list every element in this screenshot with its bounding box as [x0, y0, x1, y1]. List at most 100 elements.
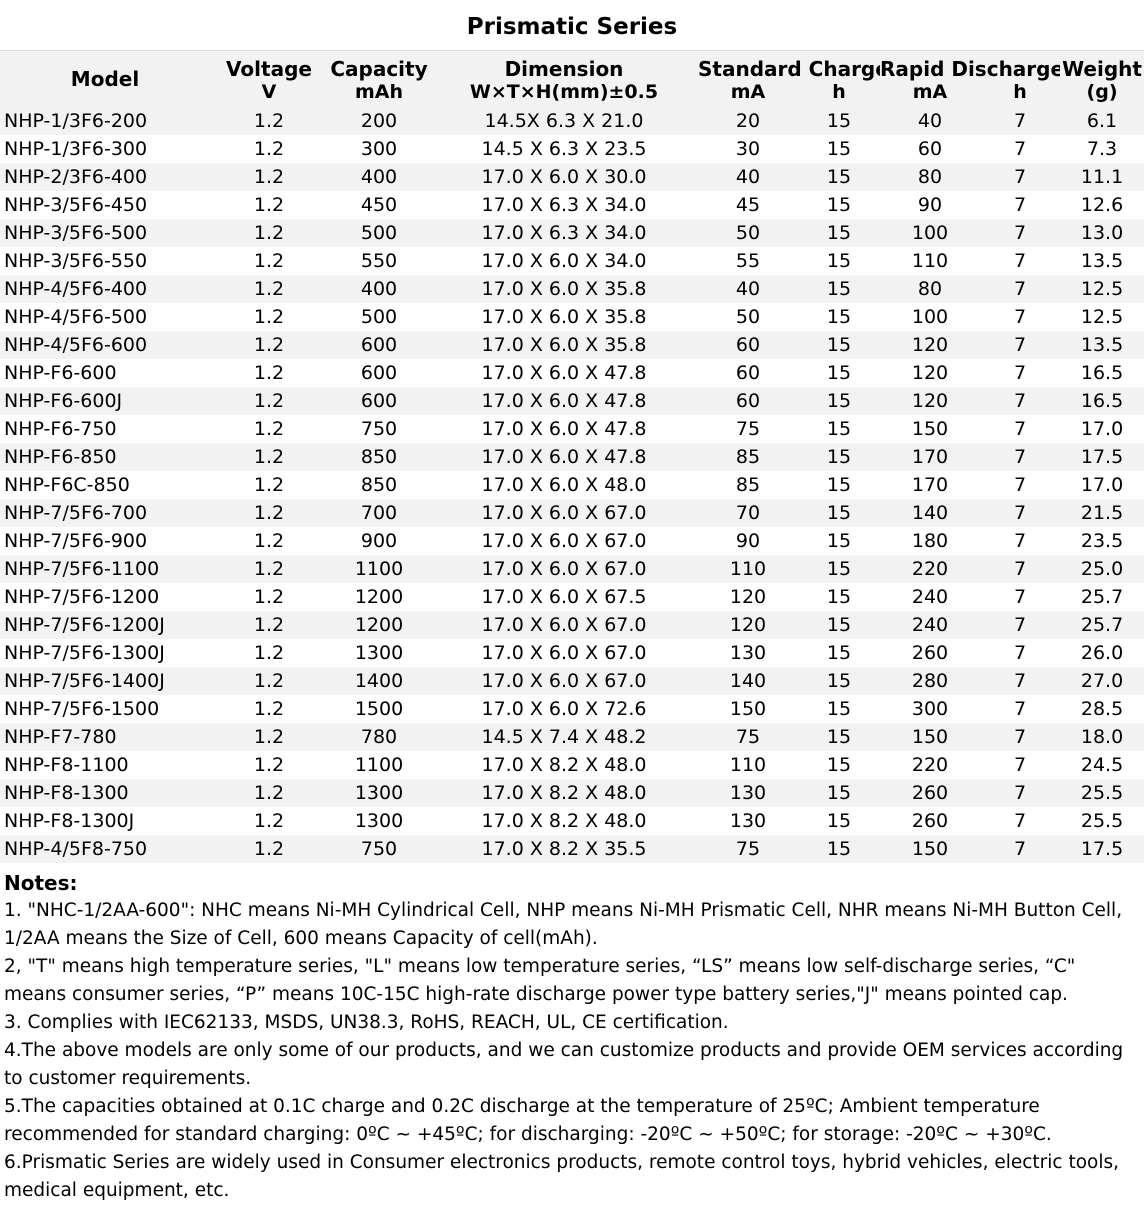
- cell-voltage: 1.2: [210, 611, 328, 639]
- cell-sc-h: 15: [826, 418, 852, 440]
- cell-rd-h: 7: [980, 275, 1061, 303]
- cell-capacity: 550: [360, 250, 398, 272]
- cell-capacity: 1300: [354, 642, 404, 664]
- table-row: NHP-4/5F8-750 1.2 750 17.0 X 8.2 X 35.5 75 15…: [0, 835, 1144, 863]
- cell-dimension: 17.0 X 6.0 X 67.5: [481, 586, 647, 608]
- cell-capacity: 1400: [328, 667, 430, 695]
- note-item: 5.The capacities obtained at 0.1C charge…: [4, 1096, 1052, 1145]
- cell-sc-ma: 50: [698, 219, 798, 247]
- cell-sc-h: 15: [826, 810, 852, 832]
- cell-sc-h: 15: [798, 667, 880, 695]
- cell-sc-h: 15: [826, 754, 852, 776]
- table-row: NHP-3/5F6-550 1.2 550 17.0 X 6.0 X 34.0 55 15…: [0, 247, 1144, 275]
- cell-rd-ma: 150: [880, 723, 980, 751]
- cell-capacity: 600: [328, 331, 430, 359]
- cell-voltage: 1.2: [210, 275, 328, 303]
- header-weight: Weight: [1060, 51, 1144, 81]
- cell-capacity: 400: [328, 163, 430, 191]
- cell-model: NHP-F7-780: [0, 723, 210, 751]
- cell-rd-ma: 220: [880, 555, 980, 583]
- cell-rd-ma: 120: [880, 387, 980, 415]
- header-rd-ma: mA: [880, 81, 980, 107]
- header-sc-ma: mA: [698, 81, 798, 107]
- header-model: Model: [0, 51, 210, 107]
- cell-voltage: 1.2: [210, 387, 328, 415]
- cell-sc-ma: 85: [698, 443, 798, 471]
- page-title: Prismatic Series: [0, 0, 1144, 51]
- cell-sc-h: 15: [798, 163, 880, 191]
- cell-weight: 17.0: [1080, 474, 1124, 496]
- cell-dimension: 17.0 X 8.2 X 48.0: [481, 810, 647, 832]
- cell-dimension: 17.0 X 6.0 X 34.0: [481, 250, 647, 272]
- cell-sc-h: 15: [798, 275, 880, 303]
- cell-voltage: 1.2: [253, 306, 285, 328]
- cell-weight: 24.5: [1080, 754, 1124, 776]
- table-row: NHP-F8-1100 1.2 1100 17.0 X 8.2 X 48.0 110 15…: [0, 751, 1144, 779]
- cell-capacity: 700: [328, 499, 430, 527]
- cell-capacity: 1100: [354, 754, 404, 776]
- cell-weight: 25.5: [1060, 779, 1144, 807]
- table-row: NHP-7/5F6-700 1.2 700 17.0 X 6.0 X 67.0 70 15…: [0, 499, 1144, 527]
- cell-sc-ma: 130: [729, 810, 767, 832]
- header-sc-h: h: [798, 81, 880, 107]
- table-row: NHP-3/5F6-450 1.2 450 17.0 X 6.3 X 34.0 45 15…: [0, 191, 1144, 219]
- cell-dimension: 14.5 X 7.4 X 48.2: [430, 723, 698, 751]
- cell-sc-h: 15: [798, 555, 880, 583]
- cell-sc-ma: 150: [729, 698, 767, 720]
- cell-rd-h: 7: [1013, 642, 1027, 664]
- table-row: NHP-7/5F6-1300J 1.2 1300 17.0 X 6.0 X 67.0 1…: [0, 639, 1144, 667]
- cell-capacity: 1200: [354, 586, 404, 608]
- cell-rd-h: 7: [980, 779, 1061, 807]
- table-row: NHP-4/5F6-400 1.2 400 17.0 X 6.0 X 35.8 40 15…: [0, 275, 1144, 303]
- cell-model: NHP-4/5F6-400: [0, 275, 210, 303]
- table-row: NHP-F6-600 1.2 600 17.0 X 6.0 X 47.8 60 15 120…: [0, 359, 1144, 387]
- spec-table: Model Voltage Capacity Dimension Standar…: [0, 51, 1144, 863]
- cell-model: NHP-7/5F6-1100: [0, 555, 210, 583]
- cell-model: NHP-F6-850: [0, 443, 210, 471]
- cell-weight: 25.7: [1060, 611, 1144, 639]
- cell-weight: 25.0: [1060, 555, 1144, 583]
- cell-capacity: 900: [360, 530, 398, 552]
- cell-voltage: 1.2: [253, 754, 285, 776]
- cell-voltage: 1.2: [253, 138, 285, 160]
- cell-dimension: 17.0 X 6.0 X 67.0: [481, 642, 647, 664]
- header-capacity: Capacity: [328, 51, 430, 81]
- table-row: NHP-F6-850 1.2 850 17.0 X 6.0 X 47.8 85 15 170…: [0, 443, 1144, 471]
- cell-rd-ma: 80: [880, 275, 980, 303]
- cell-weight: 12.5: [1080, 306, 1124, 328]
- cell-rd-h: 7: [980, 723, 1061, 751]
- cell-rd-h: 7: [1013, 754, 1027, 776]
- header-rd-h: h: [980, 81, 1061, 107]
- cell-sc-h: 15: [826, 194, 852, 216]
- cell-rd-ma: 150: [911, 418, 949, 440]
- cell-voltage: 1.2: [253, 194, 285, 216]
- cell-capacity: 400: [328, 275, 430, 303]
- cell-model: NHP-F6-600: [4, 362, 117, 384]
- cell-sc-h: 15: [826, 306, 852, 328]
- cell-rd-ma: 240: [911, 586, 949, 608]
- cell-sc-ma: 130: [698, 779, 798, 807]
- cell-weight: 17.5: [1060, 835, 1144, 863]
- cell-capacity: 1500: [354, 698, 404, 720]
- table-row: NHP-7/5F6-1100 1.2 1100 17.0 X 6.0 X 67.0 11…: [0, 555, 1144, 583]
- table-row: NHP-4/5F6-600 1.2 600 17.0 X 6.0 X 35.8 60 15…: [0, 331, 1144, 359]
- cell-voltage: 1.2: [210, 443, 328, 471]
- header-voltage-unit: V: [210, 81, 328, 107]
- cell-sc-ma: 70: [698, 499, 798, 527]
- cell-capacity: 750: [360, 418, 398, 440]
- cell-weight: 26.0: [1080, 642, 1124, 664]
- cell-model: NHP-7/5F6-700: [0, 499, 210, 527]
- cell-dimension: 17.0 X 6.0 X 67.0: [430, 555, 698, 583]
- cell-rd-ma: 140: [880, 499, 980, 527]
- cell-voltage: 1.2: [210, 107, 328, 135]
- cell-weight: 13.5: [1060, 331, 1144, 359]
- cell-capacity: 600: [328, 387, 430, 415]
- cell-voltage: 1.2: [253, 698, 285, 720]
- cell-sc-ma: 140: [698, 667, 798, 695]
- cell-rd-h: 7: [980, 163, 1061, 191]
- cell-sc-ma: 75: [698, 835, 798, 863]
- cell-weight: 27.0: [1060, 667, 1144, 695]
- cell-capacity: 750: [328, 835, 430, 863]
- cell-model: NHP-F8-1100: [4, 754, 129, 776]
- cell-capacity: 1300: [328, 779, 430, 807]
